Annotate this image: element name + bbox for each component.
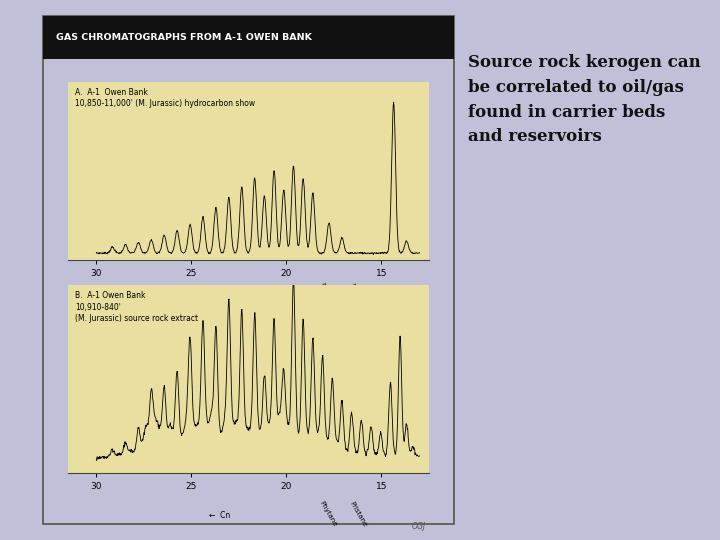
Text: Source rock kerogen can
be correlated to oil/gas
found in carrier beds
and reser: Source rock kerogen can be correlated to… [468, 54, 701, 145]
Text: B.  A-1 Owen Bank
10,910-840'
(M. Jurassic) source rock extract: B. A-1 Owen Bank 10,910-840' (M. Jurassi… [75, 291, 198, 323]
Text: Pristane: Pristane [349, 282, 369, 310]
Text: A.  A-1  Owen Bank
10,850-11,000' (M. Jurassic) hydrocarbon show: A. A-1 Owen Bank 10,850-11,000' (M. Jura… [75, 87, 255, 109]
Text: OGJ: OGJ [411, 522, 426, 531]
Text: ←  Cn: ← Cn [209, 511, 230, 519]
Text: Phytane: Phytane [318, 282, 338, 310]
Bar [43, 16, 454, 59]
Text: Pristane: Pristane [349, 501, 369, 528]
Text: Phytane: Phytane [318, 501, 338, 528]
Text: GAS CHROMATOGRAPHS FROM A-1 OWEN BANK: GAS CHROMATOGRAPHS FROM A-1 OWEN BANK [55, 33, 311, 42]
